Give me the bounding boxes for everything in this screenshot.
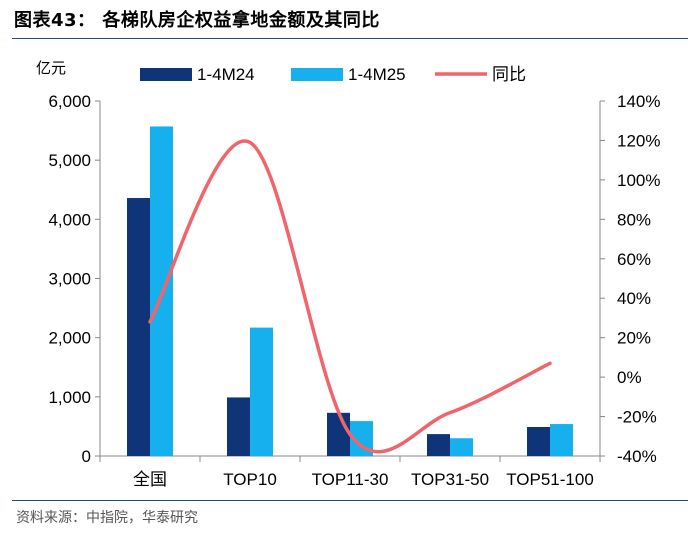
right-tick-label: 120% [617,131,660,150]
bar-1-4M24 [327,412,350,456]
title-divider [12,38,688,39]
x-tick-label: TOP51-100 [506,470,594,489]
left-tick-label: 3,000 [48,270,91,289]
bar-1-4M24 [527,427,550,456]
left-tick-label: 2,000 [48,329,91,348]
legend-swatch-1-4M25 [291,68,343,81]
right-tick-label: 40% [617,289,651,308]
legend-label-同比: 同比 [492,65,526,84]
right-tick-label: 0% [617,368,642,387]
bar-1-4M24 [127,198,150,457]
bar-1-4M24 [227,397,250,456]
bar-1-4M25 [450,438,473,456]
right-tick-label: -20% [617,408,657,427]
right-tick-label: -40% [617,447,657,466]
right-tick-label: 60% [617,250,651,269]
left-axis-unit: 亿元 [36,60,66,77]
right-tick-label: 20% [617,329,651,348]
bar-1-4M25 [250,327,273,456]
line-layer [148,139,552,454]
right-tick-label: 80% [617,210,651,229]
footer-divider [12,500,688,501]
x-tick-label: TOP31-50 [411,470,489,489]
left-tick-label: 1,000 [48,388,91,407]
x-tick-label: TOP11-30 [312,470,389,489]
legend-label-1-4M24: 1-4M24 [197,65,255,84]
right-tick-label: 100% [617,171,660,190]
right-tick-label: 140% [617,92,660,111]
left-tick-label: 6,000 [48,92,91,111]
legend-swatch-1-4M24 [140,68,192,81]
legend-label-1-4M25: 1-4M25 [348,65,406,84]
bar-1-4M25 [550,424,573,456]
left-tick-label: 5,000 [48,151,91,170]
chart-title: 图表43： 各梯队房企权益拿地金额及其同比 [14,10,380,31]
labels-layer: 0 1,000 2,000 3,000 4,000 5,000 6,000 亿元 -40% -20… [36,60,660,489]
x-tick-label: 全国 [133,470,167,489]
source-note: 资料来源：中指院，华泰研究 [16,510,198,526]
bar-1-4M25 [350,421,373,456]
x-tick-label: TOP10 [223,470,277,489]
left-tick-label: 0 [82,447,91,466]
bars-layer [127,126,573,457]
line-同比 [148,139,552,454]
legend: 1-4M24 1-4M25 同比 [140,65,526,84]
bar-1-4M24 [427,434,450,456]
left-tick-label: 4,000 [48,210,91,229]
